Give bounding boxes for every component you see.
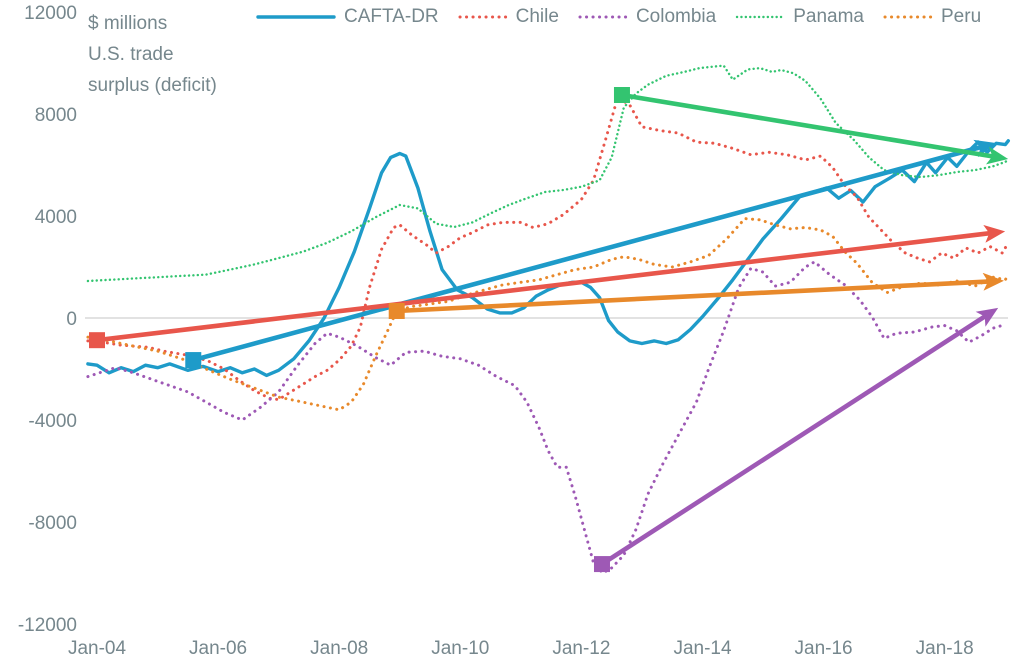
y-axis-tick-label: 12000 (24, 3, 77, 24)
x-axis-tick-label: Jan-18 (916, 638, 974, 659)
x-axis-tick-label: Jan-10 (431, 638, 489, 659)
y-axis-tick-label: 4000 (35, 207, 77, 228)
y-axis-tick-label: 8000 (35, 105, 77, 126)
legend-item-cafta-dr: CAFTA-DR (256, 6, 439, 28)
trend-start-marker-colombia (593, 556, 610, 573)
legend-swatch-colombia (578, 15, 628, 19)
trend-arrow-peru (396, 272, 1004, 314)
trend-arrow-panama (621, 92, 1009, 165)
series-line-chile (86, 95, 1010, 402)
y-axis-tick-label: -4000 (28, 411, 77, 432)
legend-swatch-panama (736, 15, 785, 19)
series-line-panama (86, 64, 1010, 283)
y-axis-title-line-2: U.S. trade (88, 44, 174, 65)
trend-arrow-chile (96, 224, 1006, 343)
x-axis-tick-label: Jan-16 (795, 638, 853, 659)
x-axis-tick-label: Jan-14 (673, 638, 732, 659)
y-axis-tick-label: -12000 (18, 615, 77, 636)
x-axis-tick-label: Jan-06 (189, 638, 247, 659)
legend-label-cafta-dr: CAFTA-DR (344, 6, 439, 27)
chart-legend: CAFTA-DR Chile Colombia Panama Peru (256, 6, 981, 28)
x-axis-tick-label: Jan-04 (68, 638, 127, 659)
y-axis-title: $ millions U.S. trade surplus (deficit) (88, 8, 217, 101)
legend-label-peru: Peru (941, 6, 982, 27)
trend-arrow-cafta-dr (192, 139, 996, 363)
trend-start-marker-cafta-dr (185, 352, 202, 369)
x-axis-tick-label: Jan-12 (552, 638, 610, 659)
trend-start-marker-peru (388, 302, 405, 319)
legend-swatch-cafta-dr (256, 15, 336, 19)
y-axis-title-line-3: surplus (deficit) (88, 75, 217, 96)
legend-item-chile: Chile (458, 6, 559, 28)
y-axis-tick-label: 0 (66, 309, 77, 330)
legend-swatch-peru (883, 15, 933, 19)
y-axis-title-line-1: $ millions (88, 13, 168, 34)
legend-label-panama: Panama (793, 6, 864, 27)
legend-label-chile: Chile (515, 6, 559, 27)
series-line-colombia (86, 260, 1007, 575)
legend-item-colombia: Colombia (578, 6, 716, 28)
y-axis-tick-label: -8000 (28, 513, 77, 534)
trend-arrow-colombia (600, 307, 999, 567)
x-axis-tick-label: Jan-08 (310, 638, 368, 659)
legend-swatch-chile (458, 15, 508, 19)
series-line-peru (86, 217, 1010, 412)
trend-start-marker-chile (89, 332, 105, 349)
trend-start-marker-panama (613, 87, 630, 104)
legend-item-peru: Peru (883, 6, 981, 28)
legend-item-panama: Panama (735, 6, 864, 28)
legend-label-colombia: Colombia (635, 6, 717, 27)
